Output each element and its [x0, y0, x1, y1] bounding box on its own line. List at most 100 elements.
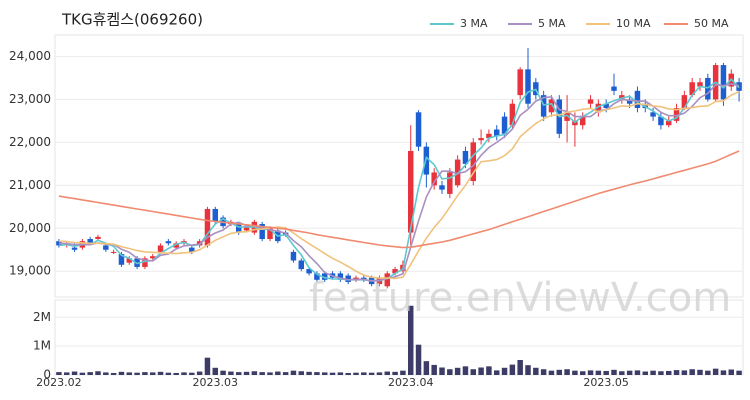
candle-body	[314, 273, 320, 280]
volume-bar	[705, 370, 711, 375]
candle-body	[110, 251, 117, 253]
candle-body	[259, 223, 265, 240]
volume-bar	[368, 372, 375, 375]
volume-bar	[572, 370, 578, 375]
candle-body	[345, 275, 351, 282]
candle-body	[681, 95, 688, 109]
volume-bar	[329, 372, 336, 375]
ma-line	[58, 83, 740, 282]
volume-bar	[533, 367, 539, 375]
candle-body	[626, 99, 633, 104]
candle-body	[658, 116, 664, 126]
candle-body	[720, 65, 727, 100]
candle-body	[665, 120, 672, 126]
legend-label: 10 MA	[616, 17, 651, 30]
volume-bar	[447, 369, 453, 375]
volume-bar	[361, 372, 367, 375]
candle-body	[87, 239, 93, 244]
candle-body	[462, 150, 469, 164]
candle-body	[212, 208, 219, 222]
volume-bar	[149, 372, 156, 375]
legend-label: 5 MA	[538, 17, 566, 30]
volume-bar	[626, 370, 633, 375]
candle-body	[290, 251, 297, 261]
volume-bar	[681, 370, 688, 375]
volume-bar	[376, 372, 383, 375]
volume-bar	[79, 372, 86, 375]
candle-body	[298, 260, 305, 270]
ma-line	[58, 150, 740, 249]
volume-bar	[267, 372, 273, 375]
volume-bar	[556, 369, 563, 375]
volume-bar	[220, 370, 226, 375]
candle-body	[736, 82, 742, 91]
volume-bar	[658, 371, 664, 375]
volume-bar	[423, 361, 430, 375]
volume-bar	[501, 367, 508, 375]
chart-title: TKG휴켐스(069260)	[61, 11, 203, 29]
volume-bar	[720, 370, 727, 375]
candle-body	[595, 103, 602, 113]
volume-bar	[165, 372, 172, 375]
candle-body	[149, 256, 156, 259]
candle-body	[392, 269, 398, 274]
volume-bar	[142, 372, 148, 375]
candle-body	[157, 245, 164, 252]
volume-bar	[673, 370, 680, 375]
candle-body	[478, 138, 484, 141]
volume-bar	[736, 370, 742, 375]
candle-body	[267, 228, 273, 240]
volume-bar	[431, 364, 437, 375]
candle-body	[321, 273, 328, 280]
candle-body	[165, 241, 172, 244]
volume-bar	[517, 360, 523, 375]
y-tick-label: 2M	[33, 310, 51, 324]
volume-bar	[126, 372, 133, 375]
volume-bar	[282, 372, 289, 375]
volume-bar	[321, 372, 328, 375]
candle-body	[407, 150, 414, 233]
volume-bar	[439, 367, 445, 375]
ma-line	[58, 90, 740, 280]
volume-bar	[540, 369, 547, 375]
volume-bar	[603, 370, 609, 375]
candle-body	[415, 112, 422, 147]
candle-body	[579, 116, 586, 126]
volume-bar	[87, 372, 93, 375]
legend-label: 50 MA	[694, 17, 729, 30]
candle-body	[384, 273, 391, 287]
volume-bar	[509, 364, 516, 375]
candle-body	[611, 86, 617, 91]
volume-bar	[103, 372, 109, 375]
volume-bar	[619, 371, 625, 375]
volume-bar	[173, 372, 179, 375]
y-tick-label: 22,000	[9, 135, 51, 149]
ma-line	[58, 78, 740, 282]
volume-bar	[611, 369, 617, 375]
volume-bar	[259, 372, 265, 375]
candle-body	[587, 99, 594, 104]
y-tick-label: 21,000	[9, 178, 51, 192]
volume-bar	[587, 370, 594, 375]
volume-bar	[314, 372, 320, 375]
volume-bar	[228, 371, 234, 375]
volume-bar	[478, 367, 484, 375]
volume-bar	[400, 370, 406, 375]
candle-body	[705, 77, 711, 100]
volume-bar	[415, 344, 422, 375]
volume-bar	[181, 372, 187, 375]
volume-bar	[71, 371, 78, 375]
candle-body	[189, 247, 195, 252]
candle-body	[306, 269, 312, 274]
volume-bar	[384, 371, 391, 375]
volume-bar	[462, 366, 469, 375]
volume-bar	[454, 367, 461, 375]
y-tick-label: 1M	[33, 339, 51, 353]
volume-bar	[353, 372, 359, 375]
candle-body	[142, 258, 148, 267]
candle-body	[525, 69, 531, 104]
y-tick-label: 23,000	[9, 92, 51, 106]
volume-bar	[212, 367, 219, 375]
candle-body	[439, 185, 445, 190]
